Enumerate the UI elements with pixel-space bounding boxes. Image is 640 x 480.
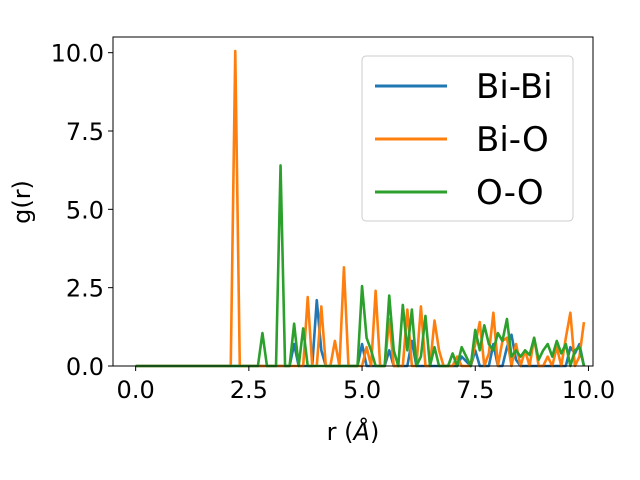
x-axis-label-text: r ( <box>327 418 354 446</box>
x-tick-label: 5.0 <box>343 376 381 404</box>
legend-items: Bi-Bi Bi-O O-O <box>375 67 553 213</box>
legend-label-bi-bi: Bi-Bi <box>476 67 553 107</box>
x-axis-label-close: ) <box>370 418 379 446</box>
legend-frame <box>361 55 574 222</box>
y-tick-label: 7.5 <box>66 118 104 146</box>
y-tick-label: 5.0 <box>66 196 104 224</box>
y-tick-label: 10.0 <box>51 40 104 68</box>
x-axis-label: r (Å) <box>327 417 380 446</box>
legend: Bi-Bi Bi-O O-O <box>361 55 574 222</box>
legend-label-o-o: O-O <box>476 173 544 213</box>
x-tick-label: 7.5 <box>456 376 494 404</box>
x-axis-label-unit: Å <box>352 417 370 446</box>
x-axis: 0.0 2.5 5.0 7.5 10.0 <box>117 366 615 404</box>
x-tick-label: 10.0 <box>562 376 615 404</box>
legend-label-bi-o: Bi-O <box>476 120 549 160</box>
y-axis: 0.0 2.5 5.0 7.5 10.0 <box>51 40 113 381</box>
y-tick-label: 0.0 <box>66 353 104 381</box>
y-tick-label: 2.5 <box>66 275 104 303</box>
x-tick-label: 2.5 <box>230 376 268 404</box>
y-axis-label: g(r) <box>8 180 36 224</box>
plot-frame <box>112 36 594 367</box>
x-tick-label: 0.0 <box>117 376 155 404</box>
